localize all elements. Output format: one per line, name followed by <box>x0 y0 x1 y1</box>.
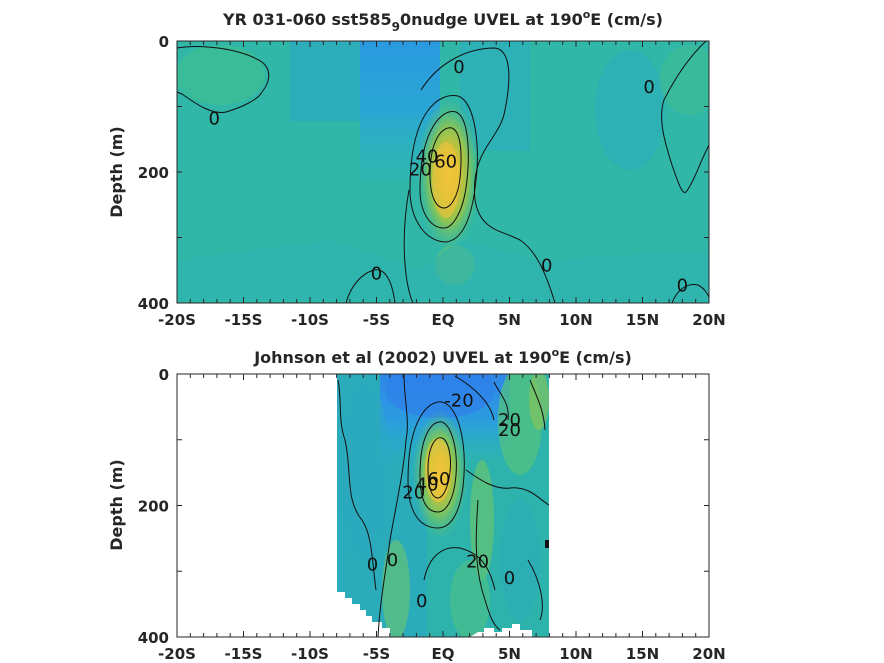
contour-label: 20 <box>498 410 521 431</box>
panel-observed: Johnson et al (2002) UVEL at 190oE (cm/s… <box>107 346 726 663</box>
panel-model: YR 031-060 sst58590nudge UVEL at 190oE (… <box>107 8 726 329</box>
x-tick-label: EQ <box>432 645 455 663</box>
x-tick-label: 10N <box>559 645 592 663</box>
y-tick-label: 200 <box>138 498 169 516</box>
contour-label: 40 <box>416 146 439 167</box>
contour-label: 0 <box>367 555 378 576</box>
panel-title: Johnson et al (2002) UVEL at 190oE (cm/s… <box>253 346 632 367</box>
contour-label: 0 <box>209 108 220 129</box>
x-tick-label: 5N <box>498 311 521 329</box>
contour-label: 0 <box>643 77 654 98</box>
x-tick-label: 15N <box>626 645 659 663</box>
contour-label: 0 <box>416 591 427 612</box>
x-tick-label: -5S <box>363 311 390 329</box>
heatmap-field <box>177 41 709 303</box>
x-tick-label: -20S <box>158 311 196 329</box>
heatmap-field <box>337 374 549 637</box>
x-tick-label: -10S <box>291 311 329 329</box>
x-tick-label: -15S <box>225 311 263 329</box>
panel-title: YR 031-060 sst58590nudge UVEL at 190oE (… <box>222 8 663 34</box>
x-tick-label: 10N <box>559 311 592 329</box>
contour-label: 0 <box>453 57 464 78</box>
x-tick-label: 15N <box>626 311 659 329</box>
contour-label: 0 <box>504 568 515 589</box>
y-axis-label: Depth (m) <box>107 126 126 218</box>
y-tick-label: 0 <box>159 366 169 384</box>
x-tick-label: -10S <box>291 645 329 663</box>
contour-label: 0 <box>541 256 552 277</box>
contour-label: 0 <box>677 275 688 296</box>
y-tick-label: 0 <box>159 33 169 51</box>
y-tick-label: 400 <box>138 295 169 313</box>
contour-label: 40 <box>416 474 439 495</box>
x-tick-label: 20N <box>692 311 725 329</box>
contour-label: 20 <box>409 159 432 180</box>
contour-label: 60 <box>428 469 451 490</box>
data-mask <box>337 540 549 637</box>
contour-label: -20 <box>444 390 473 411</box>
contour-label: 0 <box>387 550 398 571</box>
y-axis-label: Depth (m) <box>107 459 126 551</box>
x-tick-label: -5S <box>363 645 390 663</box>
x-tick-label: -15S <box>225 645 263 663</box>
x-tick-label: -20S <box>158 645 196 663</box>
x-axis-ticks: -20S -15S -10S -5S EQ 5N 10N 15N 20N <box>158 41 726 329</box>
contour-lines <box>176 40 710 304</box>
contour-label: 20 <box>498 420 521 441</box>
contour-label: 20 <box>402 482 425 503</box>
y-tick-label: 400 <box>138 629 169 647</box>
contour-lines <box>337 373 550 638</box>
x-axis-ticks: -20S -15S -10S -5S EQ 5N 10N 15N 20N <box>158 374 726 663</box>
x-tick-label: 5N <box>498 645 521 663</box>
x-tick-label: EQ <box>432 311 455 329</box>
x-tick-label: 20N <box>692 645 725 663</box>
y-tick-label: 200 <box>138 164 169 182</box>
contour-label: 60 <box>434 152 457 173</box>
contour-label: 20 <box>466 551 489 572</box>
contour-label: 0 <box>371 264 382 285</box>
